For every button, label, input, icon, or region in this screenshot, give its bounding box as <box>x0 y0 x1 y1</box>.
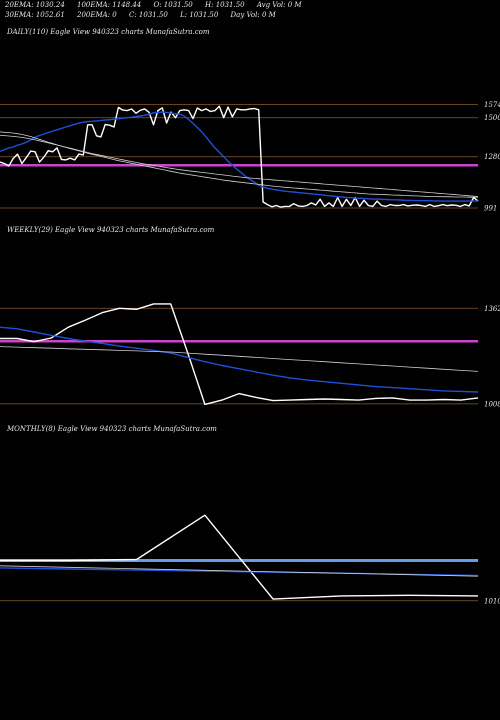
daily-series-ema-1 <box>0 111 478 202</box>
daily-panel: DAILY(110) Eagle View 940323 charts Muna… <box>0 28 500 218</box>
daily-panel-label: DAILY(110) Eagle View 940323 charts Muna… <box>7 28 210 36</box>
daily-level-label: 1280 <box>484 153 500 161</box>
weekly-panel-label: WEEKLY(29) Eagle View 940323 charts Muna… <box>7 226 215 234</box>
monthly-series-price <box>0 514 479 600</box>
daily-level-label: 991 <box>484 205 497 213</box>
monthly-panel-label: MONTHLY(8) Eagle View 940323 charts Muna… <box>7 425 217 433</box>
ema100-value: 100EMA: 1148.44 <box>77 1 142 9</box>
header-row-1: 20EMA: 1030.24 100EMA: 1148.44 O: 1031.5… <box>5 0 485 10</box>
daily-series-ema-2 <box>0 131 478 198</box>
daily-level-label: 1574 <box>484 101 500 109</box>
indicator-header: 20EMA: 1030.24 100EMA: 1148.44 O: 1031.5… <box>5 0 485 22</box>
weekly-panel: WEEKLY(29) Eagle View 940323 charts Muna… <box>0 226 500 416</box>
monthly-panel: MONTHLY(8) Eagle View 940323 charts Muna… <box>0 425 500 625</box>
weekly-chart: 1362 1008 <box>0 303 500 408</box>
monthly-series-ema-2 <box>0 565 479 577</box>
high-value: H: 1031.50 <box>205 1 245 9</box>
avg-vol-value: Avg Vol: 0 M <box>256 1 302 9</box>
weekly-level-label: 1008 <box>484 400 500 408</box>
weekly-level-label: 1362 <box>484 305 500 313</box>
weekly-series-ema-2 <box>0 346 479 372</box>
daily-series-price <box>0 105 479 208</box>
header-row-2: 30EMA: 1052.61 200EMA: 0 C: 1031.50 L: 1… <box>5 10 485 20</box>
day-vol-value: Day Vol: 0 M <box>230 11 276 19</box>
weekly-series-ema-1 <box>0 326 479 393</box>
ema20-value: 20EMA: 1030.24 <box>5 1 65 9</box>
close-value: C: 1031.50 <box>128 11 168 19</box>
daily-chart: 1574 1500 1280 991 <box>0 101 500 213</box>
ema200-value: 200EMA: 0 <box>77 11 117 19</box>
daily-level-label: 1500 <box>484 114 500 122</box>
ema30-value: 30EMA: 1052.61 <box>5 11 65 19</box>
monthly-chart: 1010 <box>0 514 500 605</box>
monthly-level-label: 1010 <box>484 597 500 605</box>
daily-series-ema-3 <box>0 135 479 197</box>
open-value: O: 1031.50 <box>153 1 193 9</box>
weekly-series-price <box>0 303 479 406</box>
low-value: L: 1031.50 <box>180 11 219 19</box>
